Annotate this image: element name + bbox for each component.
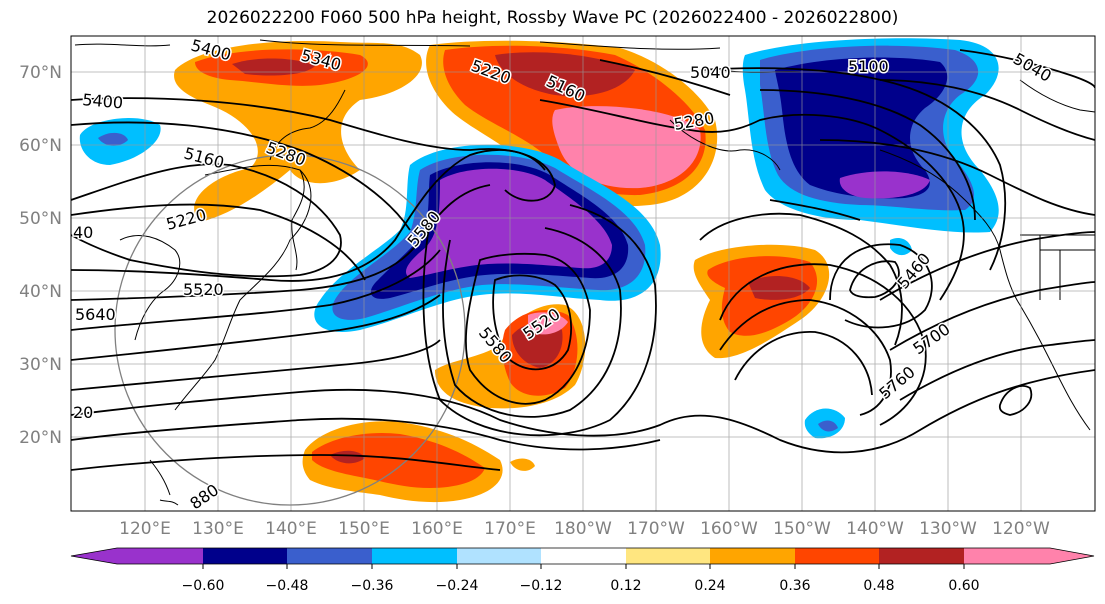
colorbar-tick-label: −0.12 xyxy=(520,578,563,594)
colorbar-tick-label: 0.12 xyxy=(610,578,641,594)
contour-label: 5520 xyxy=(183,280,224,299)
lat-label: 20°N xyxy=(19,428,62,448)
longitude-labels: 120°E 130°E 140°E 150°E 160°E 170°E 180°… xyxy=(119,519,1050,539)
contour-label: 40 xyxy=(73,223,93,242)
map-panel: 5400 5340 5220 5160 5040 5100 5040 5400 … xyxy=(71,36,1095,511)
colorbar-cell xyxy=(964,548,1050,564)
contour-label: 5640 xyxy=(75,305,116,324)
colorbar: −0.60 −0.48 −0.36 −0.24 −0.12 0.12 0.24 … xyxy=(70,547,1095,594)
anomaly-shading xyxy=(79,38,999,503)
colorbar-tick-label: −0.48 xyxy=(266,578,309,594)
colorbar-cell xyxy=(117,548,203,564)
colorbar-cell xyxy=(710,548,795,564)
colorbar-tick-label: 0.48 xyxy=(863,578,894,594)
map-frame xyxy=(70,35,1096,512)
colorbar-ticks xyxy=(202,564,965,569)
lon-label: 130°W xyxy=(919,519,977,539)
latitude-labels: 70°N 60°N 50°N 40°N 30°N 20°N xyxy=(19,63,62,448)
lon-label: 160°W xyxy=(700,519,758,539)
lon-label: 120°W xyxy=(992,519,1050,539)
colorbar-cell xyxy=(71,548,117,564)
colorbar-cell xyxy=(287,548,372,564)
contour-label: 5100 xyxy=(848,57,889,76)
height-contours xyxy=(71,49,1095,471)
colorbar-cell xyxy=(203,548,287,564)
map-title: 2026022200 F060 500 hPa height, Rossby W… xyxy=(206,8,899,28)
colorbar-cell xyxy=(879,548,964,564)
region-circle xyxy=(114,154,466,506)
lon-label: 140°W xyxy=(846,519,904,539)
colorbar-cell xyxy=(372,548,457,564)
colorbar-cell xyxy=(626,548,710,564)
contour-label: 5040 xyxy=(690,63,731,82)
lon-label: 130°E xyxy=(192,519,244,539)
lat-label: 30°N xyxy=(19,355,62,375)
colorbar-cell xyxy=(457,548,541,564)
contour-label: 20 xyxy=(73,403,93,422)
colorbar-tick-label: −0.36 xyxy=(351,578,394,594)
lat-label: 40°N xyxy=(19,282,62,302)
colorbar-tick-label: −0.24 xyxy=(436,578,479,594)
lon-label: 160°E xyxy=(411,519,463,539)
contour-label: 5400 xyxy=(82,90,124,112)
colorbar-tick-label: 0.60 xyxy=(948,578,979,594)
lon-label: 150°E xyxy=(338,519,390,539)
lon-label: 180°W xyxy=(554,519,612,539)
lon-label: 120°E xyxy=(119,519,171,539)
colorbar-labels: −0.60 −0.48 −0.36 −0.24 −0.12 0.12 0.24 … xyxy=(182,578,980,594)
lon-label: 140°E xyxy=(265,519,317,539)
lat-label: 60°N xyxy=(19,136,62,156)
lon-label: 150°W xyxy=(773,519,831,539)
lat-label: 70°N xyxy=(19,63,62,83)
lon-label: 170°E xyxy=(484,519,536,539)
colorbar-tick-label: 0.24 xyxy=(694,578,725,594)
lon-label: 170°W xyxy=(627,519,685,539)
colorbar-cell xyxy=(1050,548,1094,564)
lat-label: 50°N xyxy=(19,209,62,229)
colorbar-cell xyxy=(795,548,879,564)
colorbar-tick-label: 0.36 xyxy=(779,578,810,594)
colorbar-cell xyxy=(541,548,626,564)
colorbar-tick-label: −0.60 xyxy=(182,578,225,594)
